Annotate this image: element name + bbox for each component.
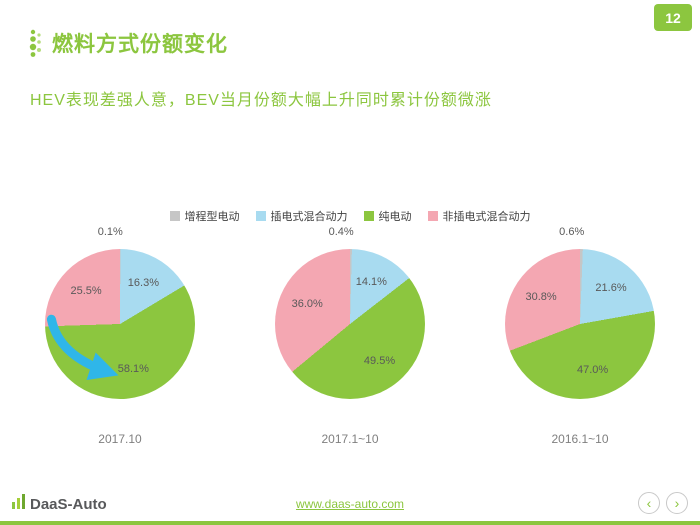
prev-button[interactable]: ‹ <box>638 492 660 514</box>
pie <box>275 249 425 399</box>
value-label: 36.0% <box>291 297 323 310</box>
pie-period-label: 2017.1~10 <box>321 432 379 446</box>
pie <box>505 249 655 399</box>
legend-swatch-icon <box>255 211 266 221</box>
legend-item: 纯电动 <box>363 208 412 224</box>
value-label: 14.1% <box>355 275 387 288</box>
value-label: 30.8% <box>525 291 557 304</box>
pie-chart-block: 0.1% 16.3% 58.1% 25.5% 2017.10 <box>10 226 230 446</box>
trend-arrow-icon <box>46 314 119 380</box>
next-button[interactable]: › <box>666 492 688 514</box>
pie-period-label: 2017.10 <box>98 432 142 446</box>
chart-legend: 增程型电动 插电式混合动力 纯电动 非插电式混合动力 <box>0 208 700 224</box>
pie-charts-row: 0.1% 16.3% 58.1% 25.5% 2017.10 0.4% 14.1% 49.5%… <box>0 226 700 446</box>
pie-chart-block: 0.4% 14.1% 49.5% 36.0% 2017.1~10 <box>240 226 460 446</box>
value-label: 16.3% <box>127 276 160 289</box>
value-label: 47.0% <box>577 363 609 376</box>
legend-swatch-icon <box>169 211 180 221</box>
value-label: 58.1% <box>117 363 149 376</box>
page-number-badge: 12 <box>654 4 692 31</box>
slide-nav: ‹ › <box>638 492 688 514</box>
header: 燃料方式份额变化 <box>28 28 228 58</box>
legend-swatch-icon <box>427 211 438 221</box>
legend-item: 增程型电动 <box>169 208 240 224</box>
pie-area: 0.6% 21.6% 47.0% 30.8% <box>470 226 690 422</box>
value-label: 0.6% <box>559 226 585 239</box>
slide-subtitle: HEV表现差强人意，BEV当月份额大幅上升同时累计份额微涨 <box>30 92 492 109</box>
legend-item: 非插电式混合动力 <box>427 208 531 224</box>
daas-auto-logo: DaaS-Auto <box>12 494 107 513</box>
legend-label: 纯电动 <box>378 211 412 223</box>
pie-chart-block: 0.6% 21.6% 47.0% 30.8% 2016.1~10 <box>470 226 690 446</box>
value-label: 25.5% <box>70 285 102 298</box>
pie-period-label: 2016.1~10 <box>551 432 609 446</box>
page-title: 燃料方式份额变化 <box>52 33 228 56</box>
legend-swatch-icon <box>363 211 374 221</box>
footer-accent-bar <box>0 521 700 525</box>
pie-area: 0.4% 14.1% 49.5% 36.0% <box>240 226 460 422</box>
pie <box>45 249 195 399</box>
logo-text: DaaS-Auto <box>30 496 107 513</box>
legend-label: 插电式混合动力 <box>270 211 348 223</box>
legend-item: 插电式混合动力 <box>255 208 348 224</box>
legend-label: 非插电式混合动力 <box>442 211 531 223</box>
legend-label: 增程型电动 <box>184 211 240 223</box>
website-link[interactable]: www.daas-auto.com <box>295 497 405 511</box>
pie-area: 0.1% 16.3% 58.1% 25.5% <box>10 226 230 422</box>
dots-icon <box>28 28 44 58</box>
value-label: 0.1% <box>97 226 123 239</box>
logo-bars-icon <box>12 494 26 513</box>
value-label: 49.5% <box>363 354 396 367</box>
value-label: 21.6% <box>595 282 627 295</box>
value-label: 0.4% <box>328 226 354 239</box>
